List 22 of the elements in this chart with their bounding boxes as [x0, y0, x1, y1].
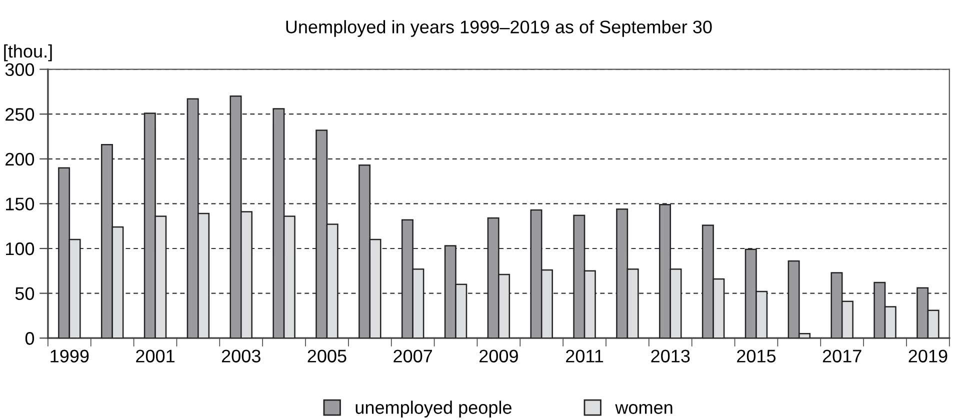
- x-tick-label: 2009: [480, 350, 518, 362]
- y-tick-label: 50: [15, 287, 34, 300]
- x-tick-label: 2007: [394, 350, 432, 362]
- x-tick-label: 2019: [908, 350, 948, 362]
- y-tick-label: 100: [6, 242, 34, 256]
- x-tick-label: 2013: [651, 350, 690, 362]
- y-tick-label: 0: [25, 332, 34, 345]
- x-tick-label: 2005: [308, 350, 346, 362]
- y-tick-label: 150: [6, 198, 34, 210]
- legend-label: unemployed people: [356, 400, 512, 418]
- x-tick-label: 1999: [50, 350, 89, 362]
- x-tick-label: 2017: [822, 350, 862, 362]
- chart-title: Unemployed in years 1999–2019 as of September 30: [286, 20, 712, 37]
- x-tick-label: 2001: [136, 350, 174, 362]
- x-tick-label: 2011: [566, 350, 604, 362]
- x-tick-label: 2015: [737, 350, 776, 362]
- x-tick-label: 2003: [222, 350, 260, 362]
- y-tick-label: 200: [6, 152, 34, 166]
- legend-label: women: [615, 404, 672, 414]
- y-tick-label: 300: [5, 63, 34, 76]
- y-axis-title: [thou.]: [4, 44, 52, 62]
- y-tick-label: 250: [6, 108, 34, 121]
